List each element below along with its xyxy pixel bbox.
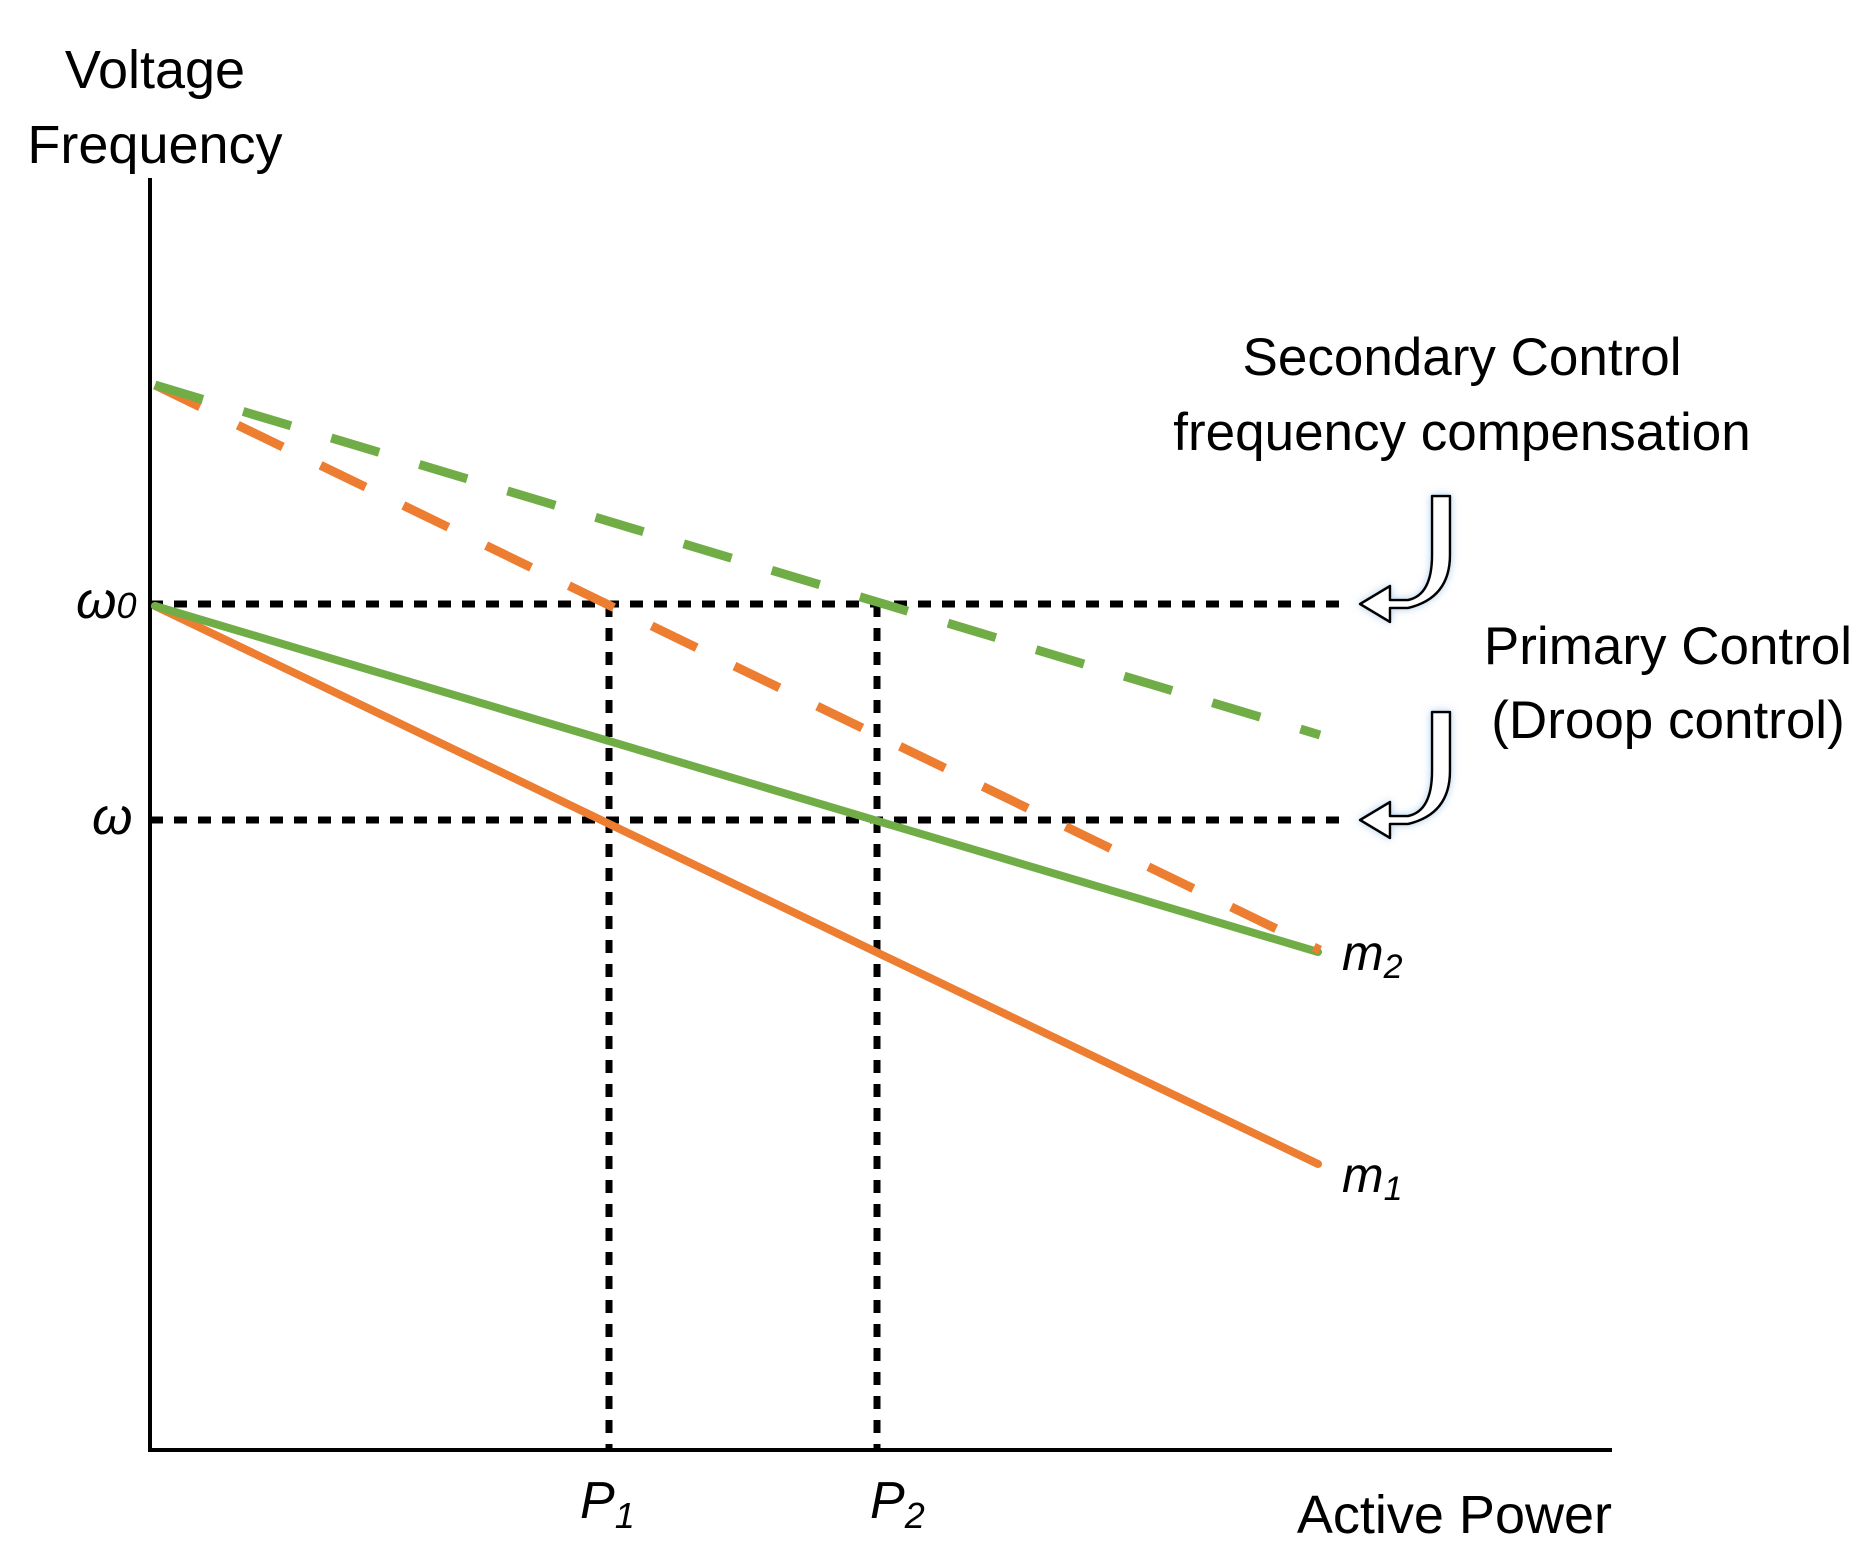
p1-subscript: 1 <box>615 1495 635 1536</box>
omega-symbol: ω <box>92 788 133 846</box>
m2-symbol: m <box>1342 925 1384 981</box>
m1-label: m1 <box>1342 1147 1403 1208</box>
p2-subscript: 2 <box>904 1495 925 1536</box>
m2-label: m2 <box>1342 925 1403 986</box>
primary-control-subtitle: (Droop control) <box>1491 691 1844 750</box>
x-axis-label: Active Power <box>1297 1485 1612 1545</box>
m1-shifted-line-dashed <box>153 380 1322 955</box>
p1-symbol: P <box>580 1472 615 1530</box>
p2-symbol: P <box>870 1472 905 1530</box>
primary-control-arrow-icon <box>1358 710 1452 840</box>
omega-label: ω <box>92 788 133 846</box>
secondary-control-title: Secondary Control <box>1243 328 1682 387</box>
primary-control-title: Primary Control <box>1484 617 1852 676</box>
m1-symbol: m <box>1342 1147 1384 1203</box>
p1-label: P1 <box>580 1472 635 1536</box>
m1-droop-line-solid <box>151 602 1322 1168</box>
m2-subscript: 2 <box>1383 948 1403 986</box>
m2-droop-line-solid <box>151 602 1322 956</box>
p2-label: P2 <box>870 1472 925 1536</box>
y-axis-label-voltage: Voltage <box>65 40 245 100</box>
secondary-control-subtitle: frequency compensation <box>1173 403 1750 462</box>
y-axis-label-frequency: Frequency <box>27 115 282 175</box>
omega0-label: ω0 <box>76 572 137 630</box>
omega0-subscript: 0 <box>117 585 137 626</box>
omega0-symbol: ω <box>76 572 117 630</box>
m1-subscript: 1 <box>1384 1170 1403 1208</box>
m2-shifted-line-dashed <box>153 380 1322 740</box>
secondary-control-arrow-icon <box>1358 494 1452 624</box>
